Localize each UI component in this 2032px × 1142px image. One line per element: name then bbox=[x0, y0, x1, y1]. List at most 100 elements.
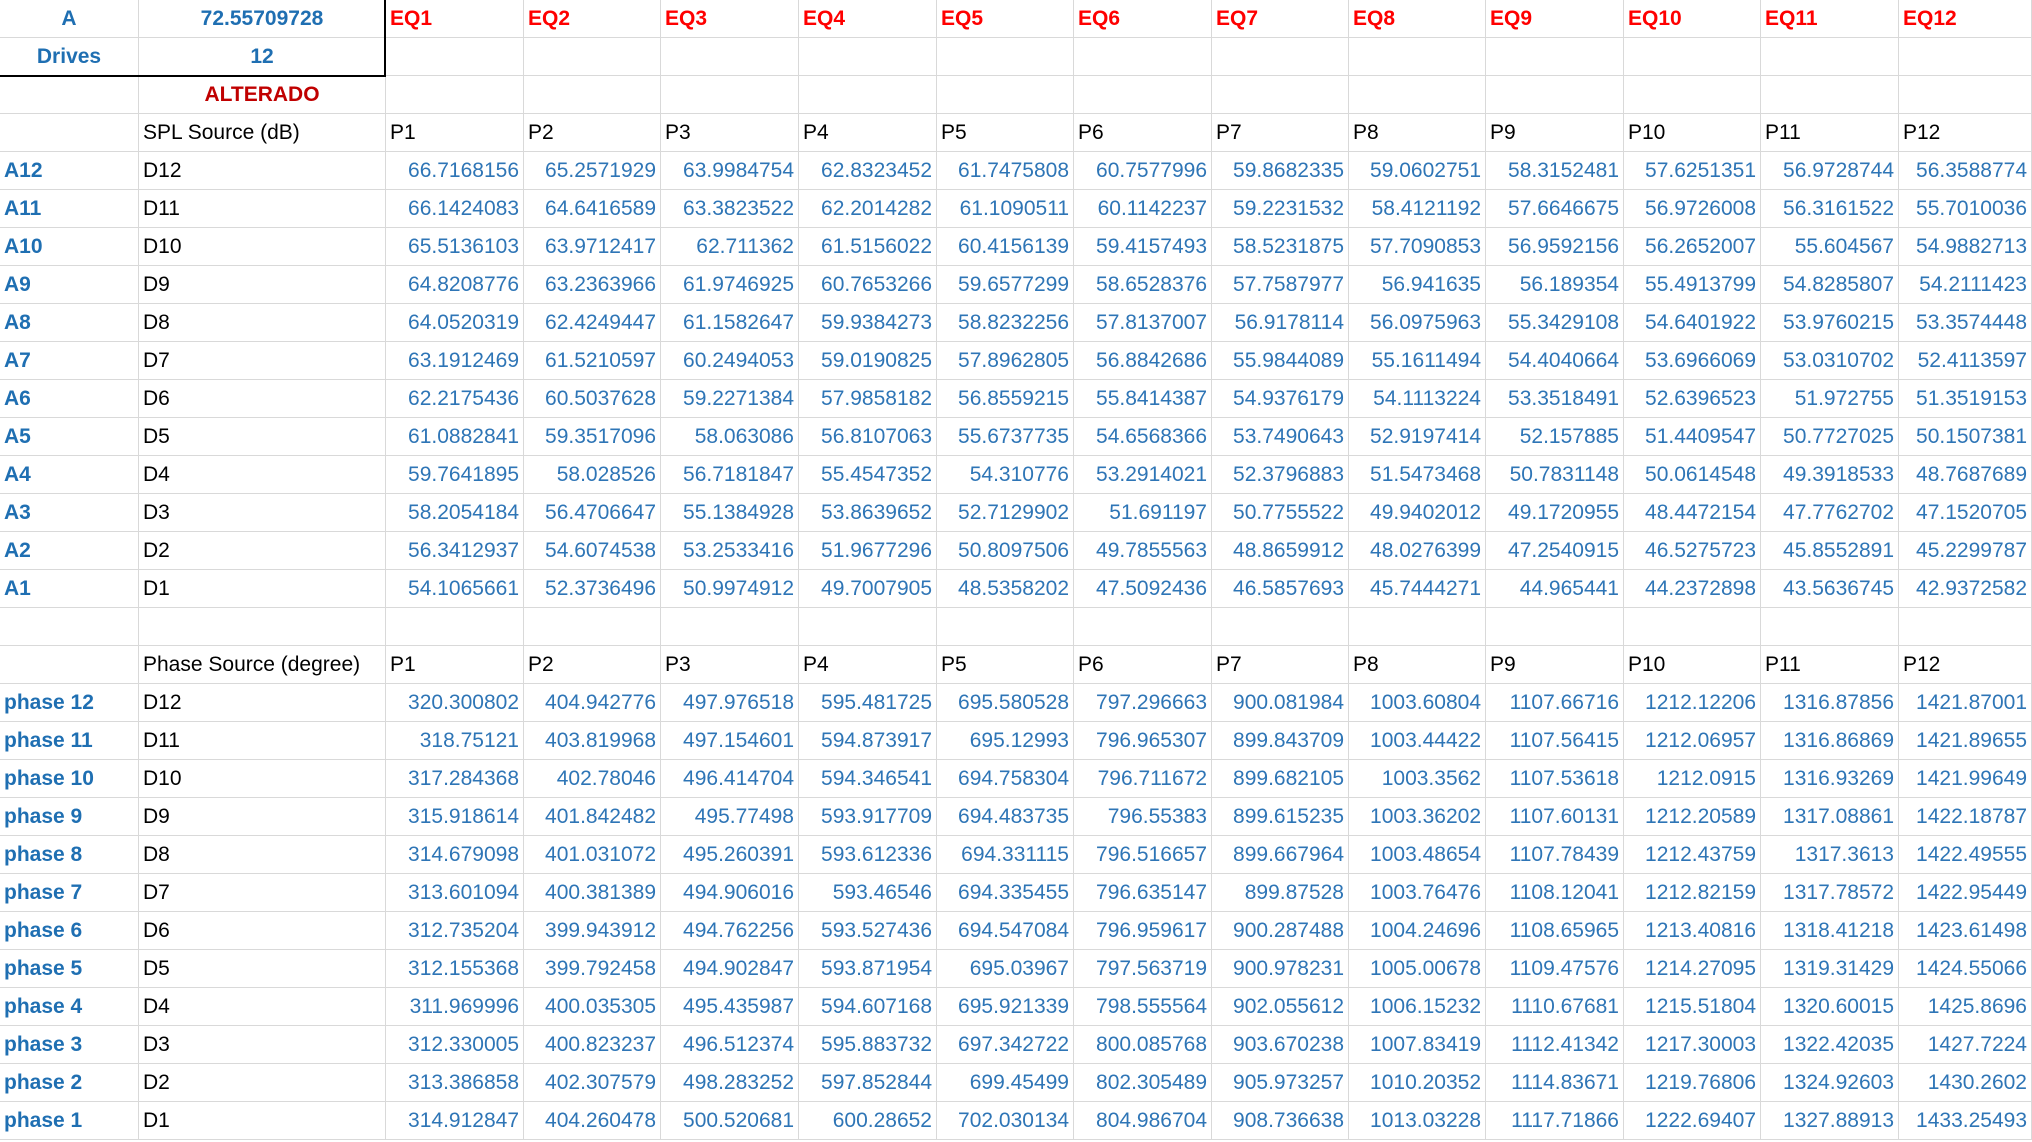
phase-value-cell[interactable]: 597.852844 bbox=[799, 1064, 937, 1102]
spl-value-cell[interactable]: 61.7475808 bbox=[937, 152, 1074, 190]
spl-drive-cell[interactable]: D6 bbox=[139, 380, 386, 418]
spl-drive-cell[interactable]: D12 bbox=[139, 152, 386, 190]
spl-value-cell[interactable]: 56.9726008 bbox=[1624, 190, 1761, 228]
phase-value-cell[interactable]: 494.906016 bbox=[661, 874, 799, 912]
empty-cell[interactable] bbox=[0, 76, 139, 114]
spl-drive-cell[interactable]: D10 bbox=[139, 228, 386, 266]
phase-value-cell[interactable]: 694.335455 bbox=[937, 874, 1074, 912]
phase-column-header[interactable]: P6 bbox=[1074, 646, 1212, 684]
phase-value-cell[interactable]: 1212.0915 bbox=[1624, 760, 1761, 798]
spl-column-header[interactable]: P3 bbox=[661, 114, 799, 152]
spl-value-cell[interactable]: 56.9178114 bbox=[1212, 304, 1349, 342]
phase-value-cell[interactable]: 1107.56415 bbox=[1486, 722, 1624, 760]
empty-cell[interactable] bbox=[1074, 38, 1212, 76]
phase-column-header[interactable]: P8 bbox=[1349, 646, 1486, 684]
phase-value-cell[interactable]: 312.155368 bbox=[386, 950, 524, 988]
phase-value-cell[interactable]: 798.555564 bbox=[1074, 988, 1212, 1026]
empty-cell[interactable] bbox=[0, 608, 139, 646]
phase-value-cell[interactable]: 497.154601 bbox=[661, 722, 799, 760]
phase-value-cell[interactable]: 495.260391 bbox=[661, 836, 799, 874]
spl-value-cell[interactable]: 54.6401922 bbox=[1624, 304, 1761, 342]
spl-value-cell[interactable]: 53.3574448 bbox=[1899, 304, 2032, 342]
spl-value-cell[interactable]: 50.7755522 bbox=[1212, 494, 1349, 532]
phase-value-cell[interactable]: 1003.76476 bbox=[1349, 874, 1486, 912]
eq-header-cell[interactable]: EQ6 bbox=[1074, 0, 1212, 38]
spl-value-cell[interactable]: 53.6966069 bbox=[1624, 342, 1761, 380]
phase-value-cell[interactable]: 1112.41342 bbox=[1486, 1026, 1624, 1064]
phase-value-cell[interactable]: 314.679098 bbox=[386, 836, 524, 874]
phase-value-cell[interactable]: 593.917709 bbox=[799, 798, 937, 836]
spl-value-cell[interactable]: 59.6577299 bbox=[937, 266, 1074, 304]
empty-cell[interactable] bbox=[1899, 608, 2032, 646]
phase-column-header[interactable]: P5 bbox=[937, 646, 1074, 684]
phase-value-cell[interactable]: 594.607168 bbox=[799, 988, 937, 1026]
phase-value-cell[interactable]: 399.792458 bbox=[524, 950, 661, 988]
spl-value-cell[interactable]: 64.6416589 bbox=[524, 190, 661, 228]
empty-cell[interactable] bbox=[386, 76, 524, 114]
empty-cell[interactable] bbox=[661, 608, 799, 646]
empty-cell[interactable] bbox=[1349, 76, 1486, 114]
phase-value-cell[interactable]: 1005.00678 bbox=[1349, 950, 1486, 988]
phase-column-header[interactable]: P1 bbox=[386, 646, 524, 684]
empty-cell[interactable] bbox=[524, 76, 661, 114]
phase-value-cell[interactable]: 694.547084 bbox=[937, 912, 1074, 950]
spl-value-cell[interactable]: 65.5136103 bbox=[386, 228, 524, 266]
spl-drive-cell[interactable]: D11 bbox=[139, 190, 386, 228]
spl-value-cell[interactable]: 53.2914021 bbox=[1074, 456, 1212, 494]
spl-value-cell[interactable]: 59.0190825 bbox=[799, 342, 937, 380]
phase-value-cell[interactable]: 593.612336 bbox=[799, 836, 937, 874]
spl-value-cell[interactable]: 50.1507381 bbox=[1899, 418, 2032, 456]
spl-value-cell[interactable]: 55.604567 bbox=[1761, 228, 1899, 266]
spl-value-cell[interactable]: 56.3588774 bbox=[1899, 152, 2032, 190]
spl-value-cell[interactable]: 56.189354 bbox=[1486, 266, 1624, 304]
spl-row-label[interactable]: A7 bbox=[0, 342, 139, 380]
spl-value-cell[interactable]: 57.8962805 bbox=[937, 342, 1074, 380]
eq-header-cell[interactable]: EQ5 bbox=[937, 0, 1074, 38]
phase-value-cell[interactable]: 593.871954 bbox=[799, 950, 937, 988]
phase-row-label[interactable]: phase 5 bbox=[0, 950, 139, 988]
spl-value-cell[interactable]: 62.8323452 bbox=[799, 152, 937, 190]
phase-drive-cell[interactable]: D2 bbox=[139, 1064, 386, 1102]
phase-drive-cell[interactable]: D10 bbox=[139, 760, 386, 798]
spl-value-cell[interactable]: 64.0520319 bbox=[386, 304, 524, 342]
phase-value-cell[interactable]: 315.918614 bbox=[386, 798, 524, 836]
phase-value-cell[interactable]: 1316.93269 bbox=[1761, 760, 1899, 798]
phase-value-cell[interactable]: 1107.66716 bbox=[1486, 684, 1624, 722]
spl-value-cell[interactable]: 62.2014282 bbox=[799, 190, 937, 228]
phase-value-cell[interactable]: 500.520681 bbox=[661, 1102, 799, 1140]
empty-cell[interactable] bbox=[1761, 608, 1899, 646]
spl-value-cell[interactable]: 51.5473468 bbox=[1349, 456, 1486, 494]
phase-value-cell[interactable]: 1109.47576 bbox=[1486, 950, 1624, 988]
spl-value-cell[interactable]: 66.7168156 bbox=[386, 152, 524, 190]
spl-value-cell[interactable]: 44.2372898 bbox=[1624, 570, 1761, 608]
spl-value-cell[interactable]: 52.4113597 bbox=[1899, 342, 2032, 380]
spl-value-cell[interactable]: 56.8107063 bbox=[799, 418, 937, 456]
phase-drive-cell[interactable]: D7 bbox=[139, 874, 386, 912]
phase-value-cell[interactable]: 400.381389 bbox=[524, 874, 661, 912]
spl-value-cell[interactable]: 65.2571929 bbox=[524, 152, 661, 190]
phase-value-cell[interactable]: 595.883732 bbox=[799, 1026, 937, 1064]
phase-value-cell[interactable]: 495.77498 bbox=[661, 798, 799, 836]
spl-value-cell[interactable]: 62.2175436 bbox=[386, 380, 524, 418]
spl-value-cell[interactable]: 54.1065661 bbox=[386, 570, 524, 608]
empty-cell[interactable] bbox=[1899, 38, 2032, 76]
phase-value-cell[interactable]: 908.736638 bbox=[1212, 1102, 1349, 1140]
spl-value-cell[interactable]: 55.8414387 bbox=[1074, 380, 1212, 418]
empty-cell[interactable] bbox=[524, 608, 661, 646]
spl-value-cell[interactable]: 58.5231875 bbox=[1212, 228, 1349, 266]
phase-row-label[interactable]: phase 6 bbox=[0, 912, 139, 950]
spl-row-label[interactable]: A5 bbox=[0, 418, 139, 456]
spl-value-cell[interactable]: 60.1142237 bbox=[1074, 190, 1212, 228]
phase-value-cell[interactable]: 1316.87856 bbox=[1761, 684, 1899, 722]
phase-value-cell[interactable]: 695.580528 bbox=[937, 684, 1074, 722]
phase-drive-cell[interactable]: D4 bbox=[139, 988, 386, 1026]
phase-value-cell[interactable]: 695.03967 bbox=[937, 950, 1074, 988]
eq-header-cell[interactable]: EQ9 bbox=[1486, 0, 1624, 38]
spl-value-cell[interactable]: 50.9974912 bbox=[661, 570, 799, 608]
spl-value-cell[interactable]: 57.7090853 bbox=[1349, 228, 1486, 266]
spl-value-cell[interactable]: 54.310776 bbox=[937, 456, 1074, 494]
spl-value-cell[interactable]: 55.3429108 bbox=[1486, 304, 1624, 342]
phase-value-cell[interactable]: 1421.99649 bbox=[1899, 760, 2032, 798]
phase-value-cell[interactable]: 403.819968 bbox=[524, 722, 661, 760]
phase-row-label[interactable]: phase 3 bbox=[0, 1026, 139, 1064]
